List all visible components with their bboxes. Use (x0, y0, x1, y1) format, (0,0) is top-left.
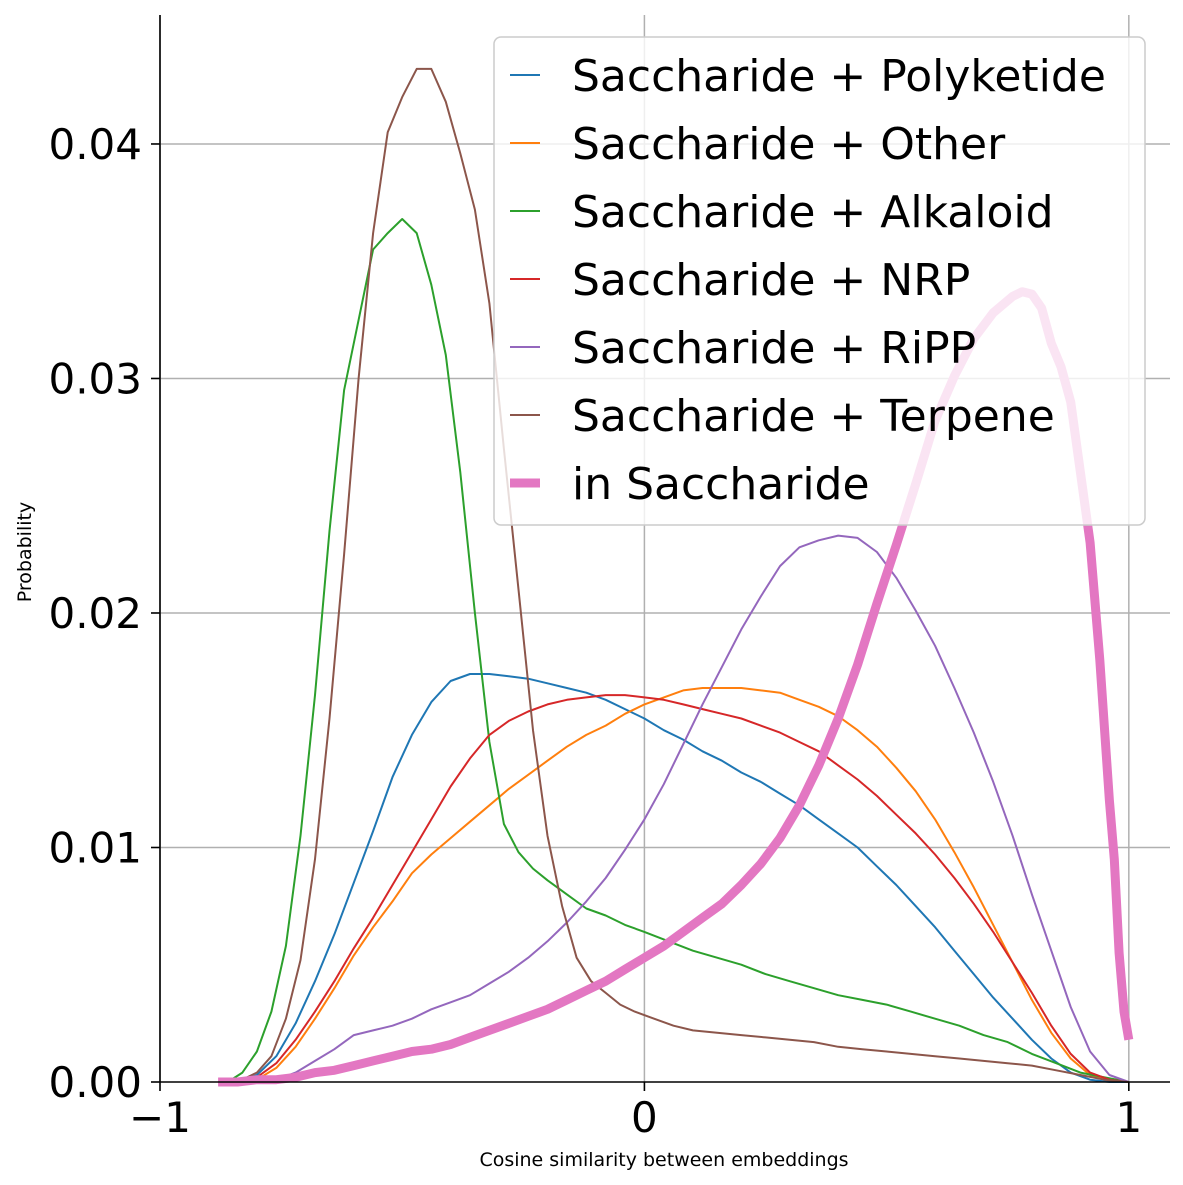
series-line-saccharide-terpene (227, 67, 1129, 1083)
legend-frame (493, 36, 1146, 526)
y-tick-label: 0.04 (48, 120, 142, 169)
ticks: 0.00 0.01 0.02 0.03 0.04 −1 0 1 (48, 120, 1142, 1142)
legend-label-saccharide-nrp: Saccharide + NRP (572, 255, 970, 306)
legend-label-in-saccharide: in Saccharide (572, 459, 870, 510)
legend-label-saccharide-polyketide: Saccharide + Polyketide (572, 51, 1106, 102)
y-tick-label: 0.00 (48, 1058, 142, 1107)
legend-label-saccharide-alkaloid: Saccharide + Alkaloid (572, 187, 1054, 238)
series-line-saccharide-alkaloid (227, 218, 1129, 1083)
y-tick-label: 0.01 (48, 823, 142, 872)
y-tick-label: 0.02 (48, 589, 142, 638)
x-tick-label: 1 (1115, 1093, 1142, 1142)
x-tick-label: 0 (631, 1093, 658, 1142)
y-axis-label: Probability (14, 502, 36, 602)
x-axis-label: Cosine similarity between embeddings (479, 1149, 848, 1171)
legend-label-saccharide-ripp: Saccharide + RiPP (572, 323, 976, 374)
series-line-saccharide-polyketide (218, 673, 1129, 1083)
legend-label-saccharide-terpene: Saccharide + Terpene (572, 391, 1055, 442)
series-line-saccharide-other (218, 687, 1129, 1083)
y-tick-label: 0.03 (48, 354, 142, 403)
legend: Saccharide + Polyketide Saccharide + Othe… (493, 36, 1146, 526)
series-line-saccharide-nrp (218, 694, 1129, 1083)
x-tick-label: −1 (129, 1093, 191, 1142)
axes (159, 15, 1170, 1083)
legend-label-saccharide-other: Saccharide + Other (572, 119, 1006, 170)
series-line-saccharide-ripp (218, 534, 1130, 1083)
